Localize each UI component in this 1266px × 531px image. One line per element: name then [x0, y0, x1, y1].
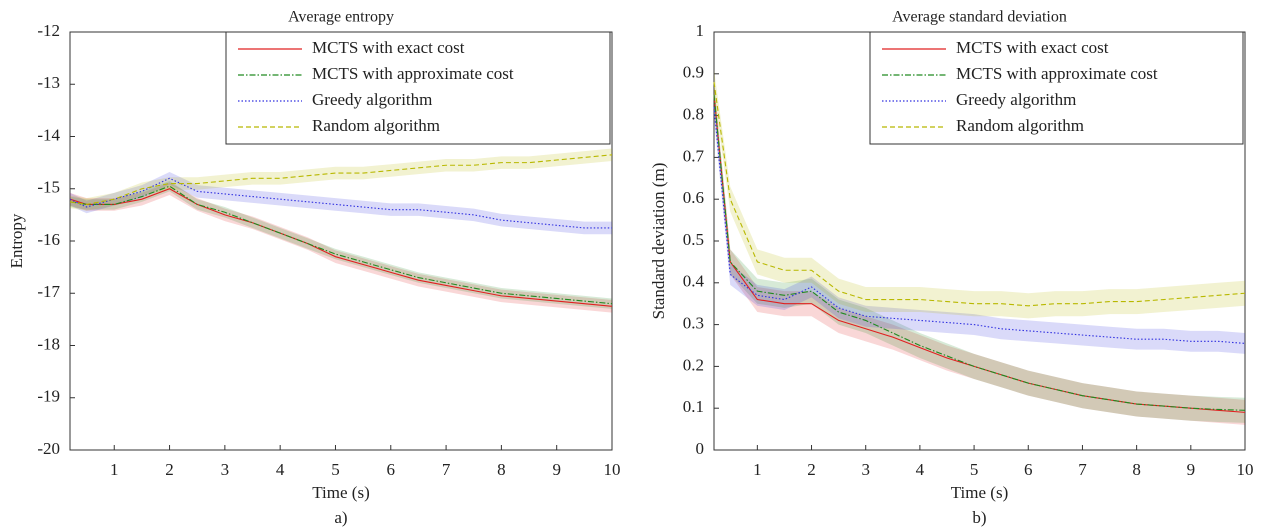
x-tick-label: 10	[604, 460, 621, 479]
y-tick-label: 0.5	[683, 230, 704, 249]
x-axis-label: Time (s)	[951, 483, 1008, 502]
subplot: Average standard deviation Time (s) b) Stan…	[649, 9, 1254, 527]
x-axis-label: Time (s)	[312, 483, 369, 502]
legend	[869, 31, 1244, 145]
legend-label: MCTS with exact cost	[956, 38, 1109, 57]
x-tick-label: 7	[442, 460, 451, 479]
y-tick-label: 0.8	[683, 105, 704, 124]
y-tick-label: -17	[37, 282, 60, 301]
y-tick-label: 0.7	[683, 146, 705, 165]
series-line	[713, 94, 1246, 413]
y-tick-label: 0.1	[683, 397, 704, 416]
y-tick-label: -15	[37, 178, 60, 197]
series-line	[69, 154, 613, 205]
y-tick-label: -14	[37, 125, 60, 144]
x-tick-label: 6	[387, 460, 396, 479]
series-line	[713, 107, 1246, 344]
x-tick-label: 7	[1078, 460, 1087, 479]
x-tick-label: 10	[1237, 460, 1254, 479]
series-line	[69, 188, 613, 307]
caption: a)	[334, 508, 347, 527]
y-tick-label: -16	[37, 230, 60, 249]
y-tick-label: 0.4	[683, 272, 705, 291]
x-tick-label: 8	[497, 460, 506, 479]
error-band	[70, 182, 612, 313]
y-tick-label: -13	[37, 73, 60, 92]
subplot: Average entropy Time (s) a) Entropy 1 2 3 4 5 6 7 8…	[7, 9, 621, 527]
legend-label: Random algorithm	[956, 116, 1084, 135]
error-band	[70, 180, 612, 309]
x-tick-label: 3	[221, 460, 230, 479]
chart-title: Average standard deviation	[892, 9, 1067, 26]
y-tick-label: -19	[37, 387, 60, 406]
x-tick-label: 4	[916, 460, 925, 479]
legend	[225, 31, 611, 145]
chart-title: Average entropy	[288, 9, 394, 26]
y-tick-label: 0	[696, 439, 705, 458]
y-tick-label: -12	[37, 21, 60, 40]
y-tick-label: 0.6	[683, 188, 704, 207]
y-axis-label: Standard deviation (m)	[649, 163, 668, 320]
x-tick-label: 5	[331, 460, 340, 479]
legend-label: Greedy algorithm	[956, 90, 1076, 109]
error-band	[70, 172, 612, 235]
error-band	[70, 148, 612, 211]
series-line	[69, 185, 613, 305]
legend-label: Random algorithm	[312, 116, 440, 135]
y-axis-label: Entropy	[7, 213, 26, 268]
series-line	[713, 94, 1246, 411]
legend-label: MCTS with exact cost	[312, 38, 465, 57]
caption: b)	[972, 508, 986, 527]
y-tick-label: 0.3	[683, 314, 704, 333]
x-tick-label: 9	[552, 460, 561, 479]
x-tick-label: 9	[1187, 460, 1196, 479]
error-band	[714, 82, 1245, 425]
legend-label: MCTS with approximate cost	[956, 64, 1158, 83]
x-tick-label: 6	[1024, 460, 1033, 479]
x-tick-label: 3	[861, 460, 870, 479]
y-tick-label: -20	[37, 439, 60, 458]
y-tick-label: 0.2	[683, 355, 704, 374]
x-tick-label: 4	[276, 460, 285, 479]
x-tick-label: 5	[970, 460, 979, 479]
x-tick-label: 8	[1132, 460, 1141, 479]
x-tick-label: 2	[165, 460, 174, 479]
y-tick-label: 1	[696, 21, 705, 40]
error-band	[714, 69, 1245, 319]
y-tick-label: -18	[37, 334, 60, 353]
x-tick-label: 1	[110, 460, 119, 479]
legend-label: Greedy algorithm	[312, 90, 432, 109]
x-tick-label: 1	[753, 460, 762, 479]
series-line	[713, 82, 1246, 307]
y-tick-label: 0.9	[683, 63, 704, 82]
legend-label: MCTS with approximate cost	[312, 64, 514, 83]
x-tick-label: 2	[807, 460, 816, 479]
